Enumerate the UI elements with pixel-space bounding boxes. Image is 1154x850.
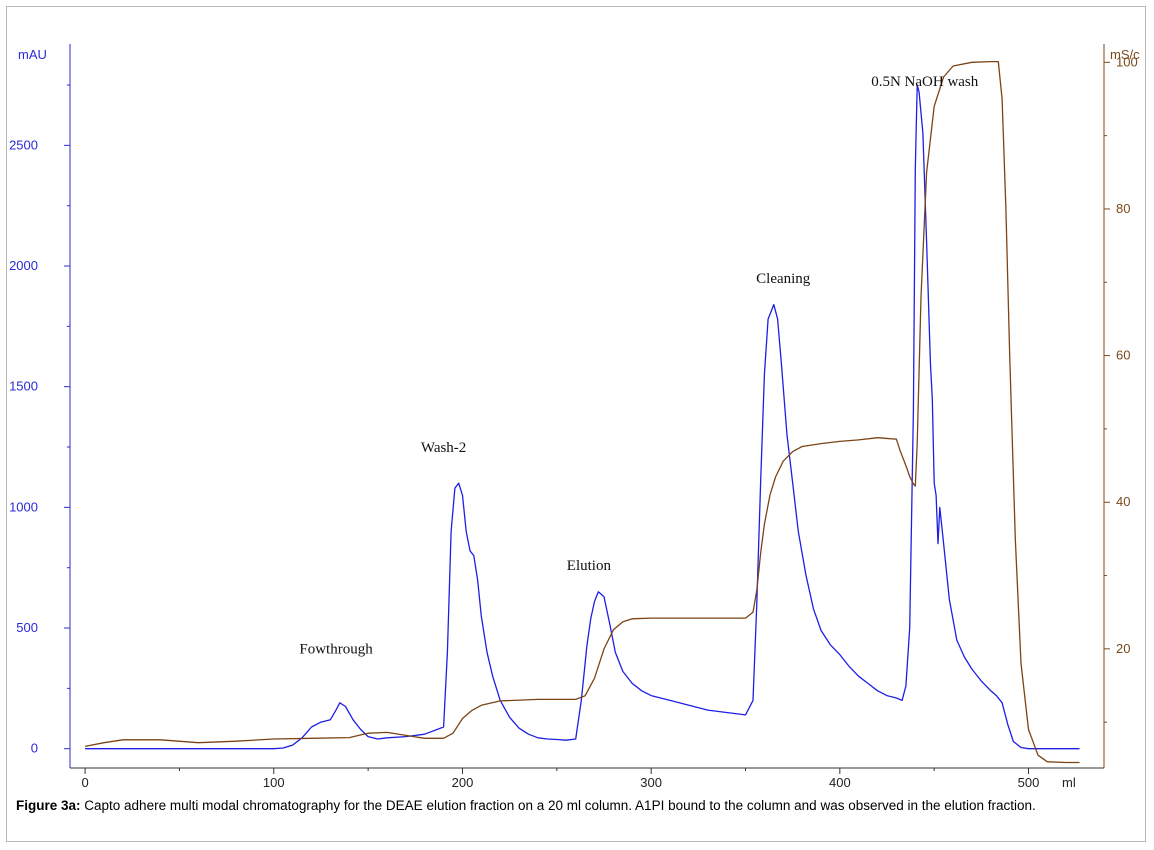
annotation-label: Wash-2 [421, 440, 466, 456]
uv-absorbance-line [85, 84, 1080, 750]
x-tick-label: 200 [452, 775, 474, 790]
y-right-tick-label: 20 [1116, 641, 1130, 656]
y-left-tick-label: 0 [31, 741, 38, 756]
x-axis-label: ml [1062, 775, 1076, 790]
y-right-tick-label: 100 [1116, 54, 1138, 69]
x-tick-label: 0 [81, 775, 88, 790]
y-left-axis-label: mAU [18, 47, 47, 62]
annotation-label: Cleaning [756, 271, 811, 287]
y-left-tick-label: 2000 [9, 258, 38, 273]
caption-text: Capto adhere multi modal chromatography … [80, 798, 1036, 813]
chart-series [84, 60, 1080, 764]
annotation-label: 0.5N NaOH wash [871, 74, 979, 90]
chart-annotations: Fowthrough Wash-2 Elution Cleaning 0.5N NaOH… [299, 74, 978, 657]
figure-frame [6, 6, 1146, 842]
y-right-tick-label: 60 [1116, 348, 1130, 363]
x-tick-label: 400 [829, 775, 851, 790]
x-tick-label: 500 [1018, 775, 1040, 790]
figure-caption: Figure 3a: Capto adhere multi modal chro… [16, 797, 1136, 815]
annotation-label: Fowthrough [299, 641, 373, 657]
y-right-tick-label: 80 [1116, 201, 1130, 216]
y-left-tick-label: 1000 [9, 499, 38, 514]
y-left-tick-label: 1500 [9, 379, 38, 394]
conductivity-line [84, 60, 1080, 764]
caption-label: Figure 3a: [16, 798, 81, 813]
x-tick-label: 100 [263, 775, 285, 790]
chart-axes [69, 44, 1105, 769]
x-tick-label: 300 [640, 775, 662, 790]
y-right-tick-label: 40 [1116, 494, 1130, 509]
y-left-tick-label: 2500 [9, 137, 38, 152]
y-left-tick-label: 500 [16, 620, 38, 635]
y-right-axis-label: mS/c [1110, 47, 1140, 62]
annotation-label: Elution [567, 558, 612, 574]
